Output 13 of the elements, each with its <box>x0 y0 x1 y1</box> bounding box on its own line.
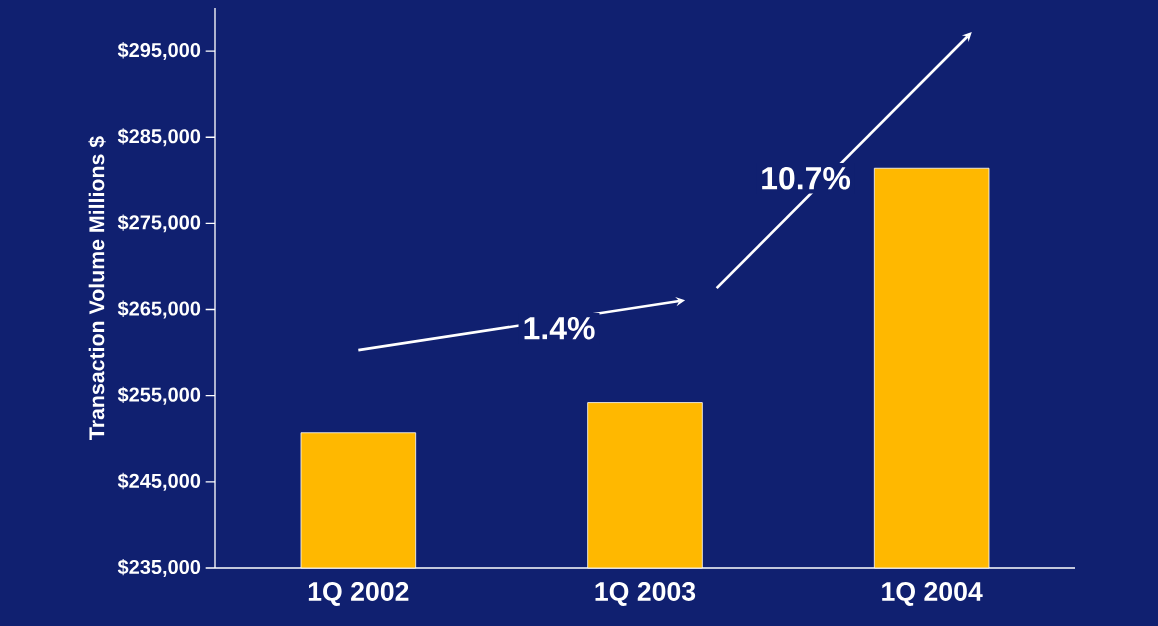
annotation: 1.4% <box>524 316 595 340</box>
y-tick-label: $275,000 <box>117 214 201 233</box>
y-tick-label: $285,000 <box>117 128 201 147</box>
x-tick-label: 1Q 2004 <box>882 582 983 606</box>
y-tick-label: $255,000 <box>117 386 201 405</box>
annotation: 10.7% <box>762 166 851 190</box>
y-tick-label: $265,000 <box>117 300 201 319</box>
y-tick-label: $245,000 <box>117 472 201 491</box>
y-tick-label: $235,000 <box>117 559 201 577</box>
y-axis-title: Transaction Volume Millions $ <box>88 136 106 440</box>
y-tick-label: $295,000 <box>117 42 201 61</box>
x-tick-label: 1Q 2002 <box>308 582 409 606</box>
x-tick-label: 1Q 2003 <box>595 582 696 606</box>
